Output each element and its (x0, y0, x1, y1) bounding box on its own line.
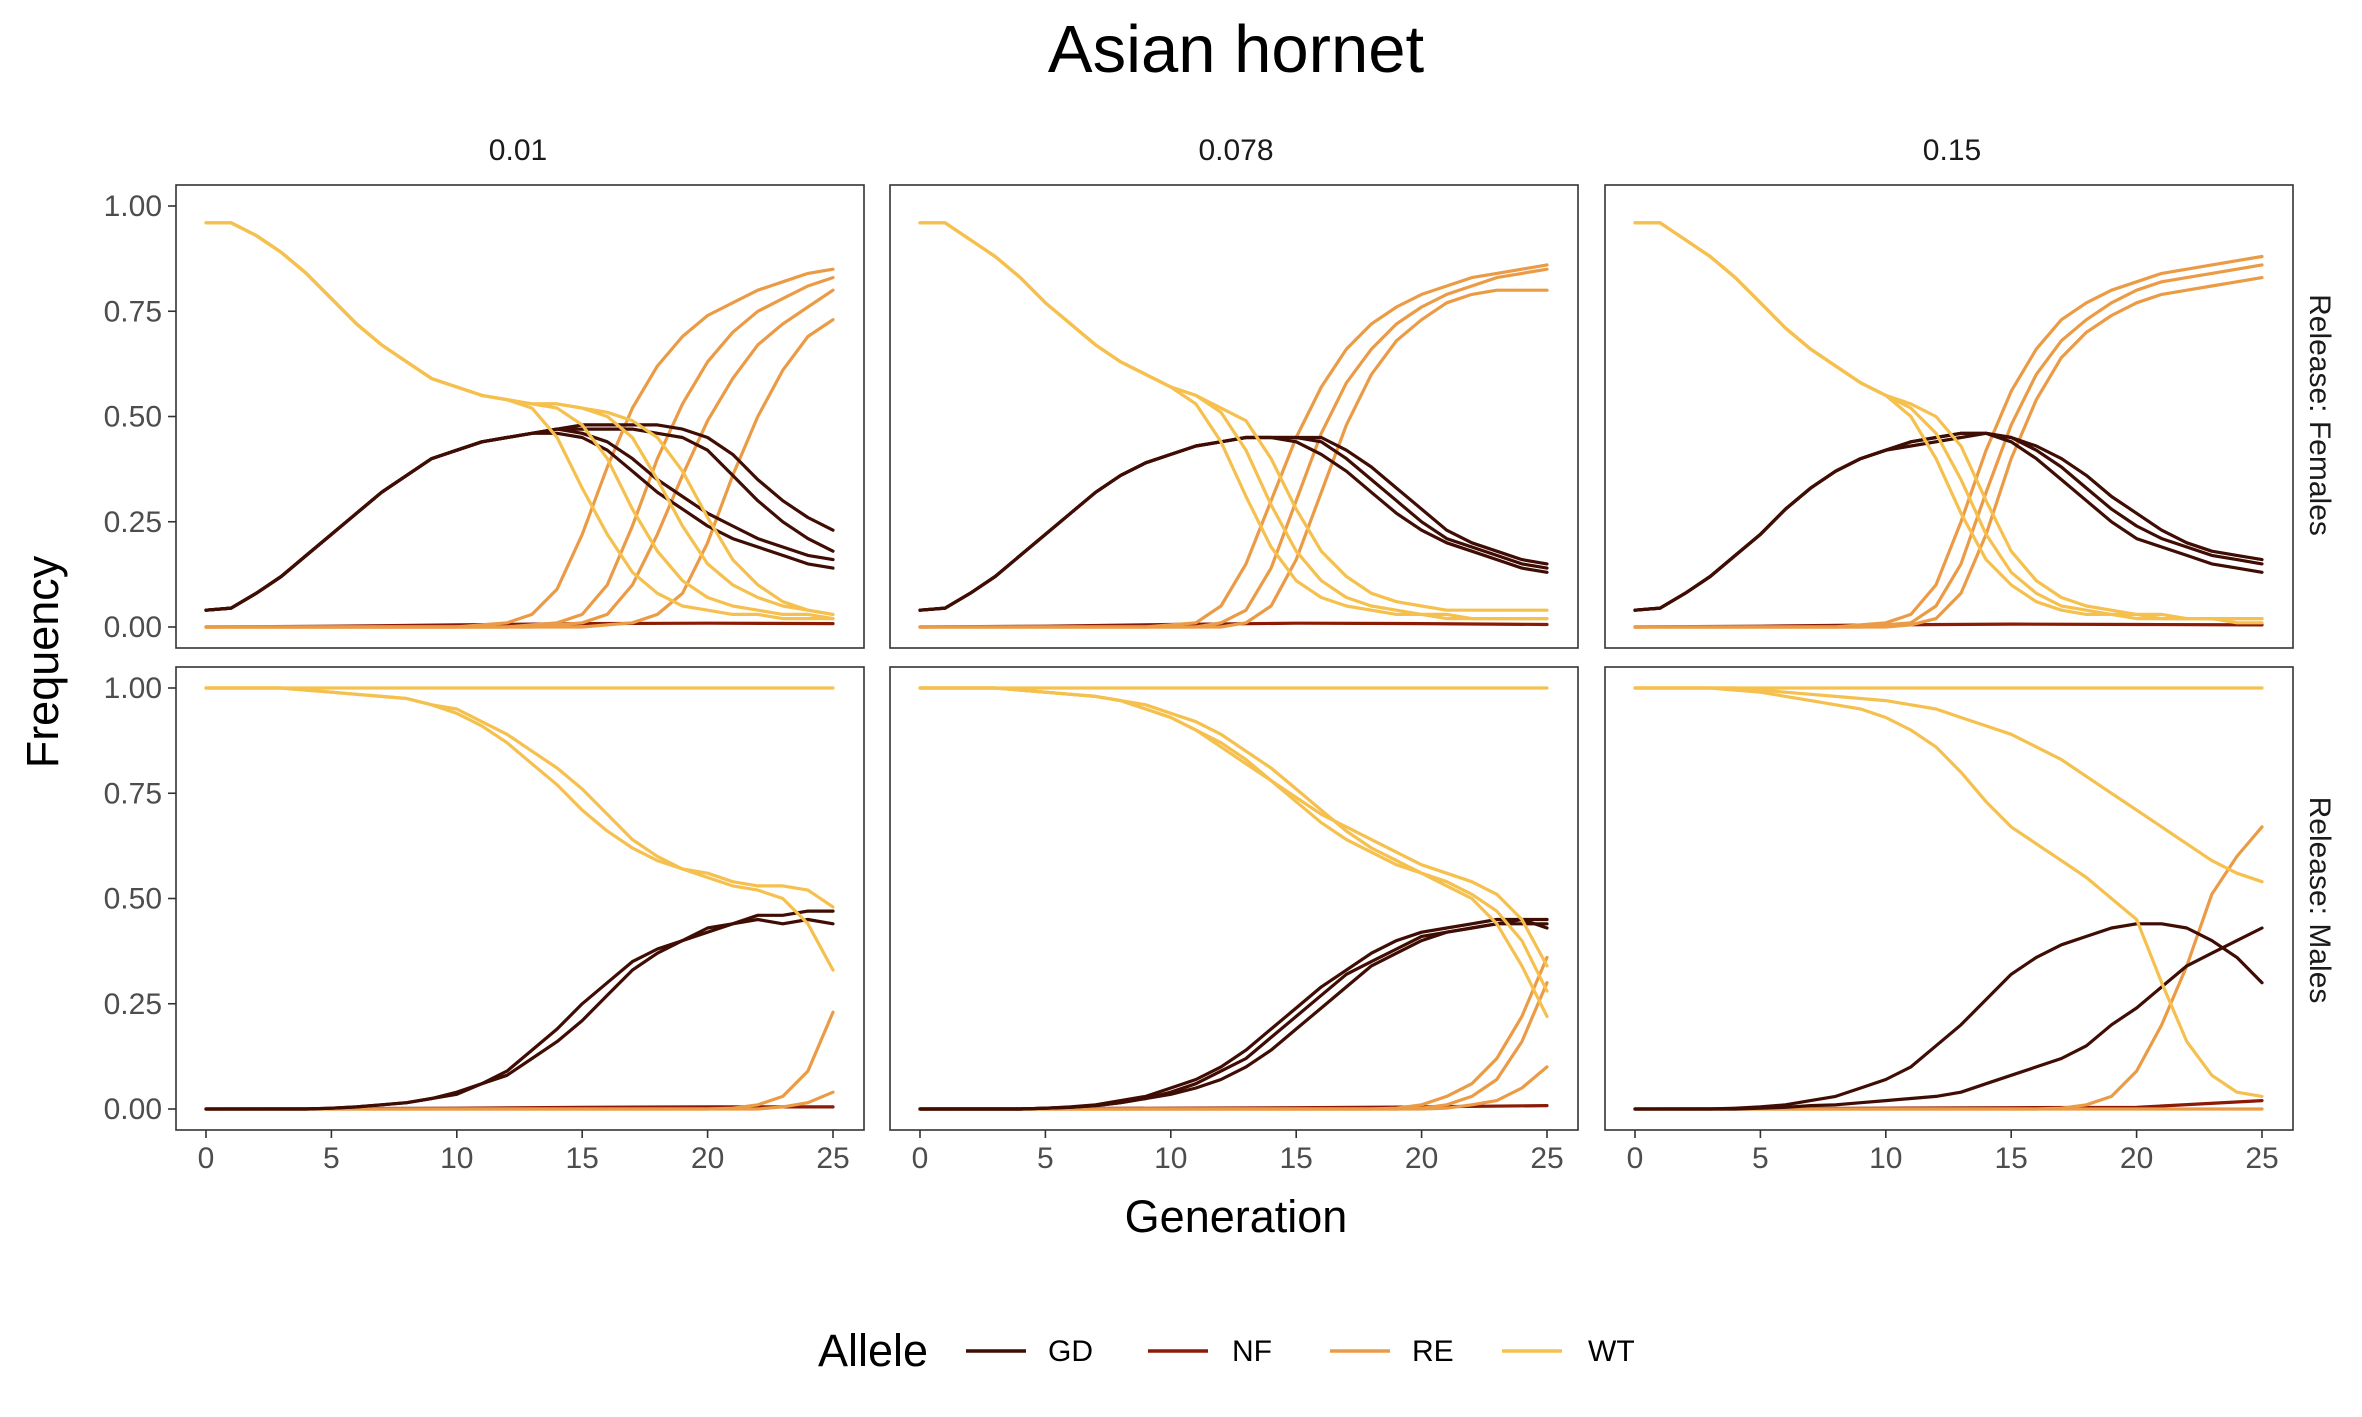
x-tick-label: 5 (323, 1142, 340, 1175)
series-line-re (204, 318, 835, 629)
legend-item-nf: NF (1148, 1335, 1272, 1368)
x-tick-label: 25 (2245, 1142, 2278, 1175)
legend-label-wt: WT (1588, 1335, 1635, 1368)
y-tick-label: 0.25 (104, 988, 162, 1021)
column-strip-0: 0.01 (489, 134, 547, 167)
panel-5: 0 5 10 15 20 25 (1604, 666, 2294, 1175)
series-line-re (918, 981, 1549, 1111)
series-line-wt (918, 686, 1549, 968)
row-strip-0: Release: Females (2303, 294, 2336, 536)
legend-label-gd: GD (1048, 1335, 1093, 1368)
column-strip-label: 0.15 (1923, 134, 1981, 167)
series-line-wt (1633, 686, 2264, 1099)
x-tick-label: 10 (1154, 1142, 1187, 1175)
series-line-gd (1633, 431, 2264, 612)
series-line-re (918, 955, 1549, 1111)
chart-title: Asian hornet (1048, 12, 1425, 87)
panel-4: 0 5 10 15 20 25 (889, 666, 1579, 1175)
legend-label-re: RE (1412, 1335, 1454, 1368)
series-line-gd (918, 922, 1549, 1111)
series-line-gd (204, 427, 835, 612)
panel-3: 0.00 0.25 0.50 0.75 1.00 0 5 10 15 20 25 (104, 666, 865, 1175)
series-line-gd (918, 917, 1549, 1111)
x-tick-label: 5 (1752, 1142, 1769, 1175)
x-tick-label: 10 (1869, 1142, 1902, 1175)
series-line-wt (918, 686, 1549, 1019)
series-line-wt (204, 686, 835, 972)
legend: Allele GD NF RE WT (818, 1325, 1635, 1376)
y-tick-label: 0.50 (104, 401, 162, 434)
panel-border (889, 184, 1579, 649)
legend-item-re: RE (1330, 1335, 1454, 1368)
y-tick-label: 0.00 (104, 1093, 162, 1126)
y-tick-label: 0.00 (104, 611, 162, 644)
x-tick-label: 15 (566, 1142, 599, 1175)
panel-border (1604, 666, 2294, 1131)
panels-layer: 0.00 0.25 0.50 0.75 1.00 0.00 0.25 0.50 0.75 1.00… (104, 184, 2294, 1175)
series-line-wt (204, 221, 835, 617)
x-tick-label: 20 (1405, 1142, 1438, 1175)
series-line-gd (1633, 922, 2264, 1111)
x-tick-label: 25 (1530, 1142, 1563, 1175)
row-strip-label: Release: Males (2303, 797, 2336, 1004)
series-line-gd (1633, 926, 2264, 1111)
legend-item-gd: GD (966, 1335, 1093, 1368)
series-line-gd (204, 909, 835, 1111)
series-line-gd (204, 423, 835, 612)
series-line-wt (204, 221, 835, 617)
x-tick-label: 25 (816, 1142, 849, 1175)
column-strip-label: 0.078 (1198, 134, 1273, 167)
legend-label-nf: NF (1232, 1335, 1272, 1368)
x-tick-label: 0 (912, 1142, 929, 1175)
row-strip-1: Release: Males (2303, 797, 2336, 1004)
x-tick-label: 0 (1627, 1142, 1644, 1175)
series-line-re (918, 288, 1549, 629)
row-strip-label: Release: Females (2303, 294, 2336, 536)
column-strip-2: 0.15 (1923, 134, 1981, 167)
series-line-wt (204, 686, 835, 909)
x-tick-label: 20 (2120, 1142, 2153, 1175)
series-line-wt (918, 686, 1549, 993)
y-tick-label: 0.75 (104, 295, 162, 328)
x-tick-label: 10 (440, 1142, 473, 1175)
panel-border (889, 666, 1579, 1131)
series-line-gd (204, 427, 835, 612)
series-line-gd (918, 435, 1549, 612)
legend-item-wt: WT (1502, 1335, 1635, 1368)
series-line-re (1633, 254, 2264, 629)
panel-2 (1604, 184, 2294, 649)
series-line-wt (1633, 221, 2264, 625)
series-line-gd (204, 917, 835, 1111)
series-line-re (1633, 263, 2264, 629)
y-tick-label: 1.00 (104, 190, 162, 223)
x-tick-label: 20 (691, 1142, 724, 1175)
legend-title: Allele (818, 1325, 928, 1376)
series-line-re (204, 276, 835, 629)
y-tick-label: 0.25 (104, 506, 162, 539)
series-line-wt (1633, 686, 2264, 884)
series-line-wt (918, 221, 1549, 612)
x-tick-label: 5 (1037, 1142, 1054, 1175)
y-tick-label: 1.00 (104, 672, 162, 705)
y-axis-title: Frequency (17, 555, 68, 768)
panel-1 (889, 184, 1579, 649)
series-line-re (918, 267, 1549, 629)
series-line-gd (918, 917, 1549, 1111)
y-tick-label: 0.50 (104, 883, 162, 916)
column-strip-label: 0.01 (489, 134, 547, 167)
series-line-wt (1633, 221, 2264, 621)
series-line-re (1633, 276, 2264, 629)
x-tick-label: 0 (198, 1142, 215, 1175)
panel-0: 0.00 0.25 0.50 0.75 1.00 (104, 184, 865, 649)
x-tick-label: 15 (1280, 1142, 1313, 1175)
series-line-re (1633, 825, 2264, 1111)
series-line-re (918, 263, 1549, 629)
x-tick-label: 15 (1995, 1142, 2028, 1175)
x-axis-title: Generation (1125, 1191, 1348, 1242)
column-strip-1: 0.078 (1198, 134, 1273, 167)
series-line-re (204, 267, 835, 629)
y-tick-label: 0.75 (104, 777, 162, 810)
panel-border (1604, 184, 2294, 649)
